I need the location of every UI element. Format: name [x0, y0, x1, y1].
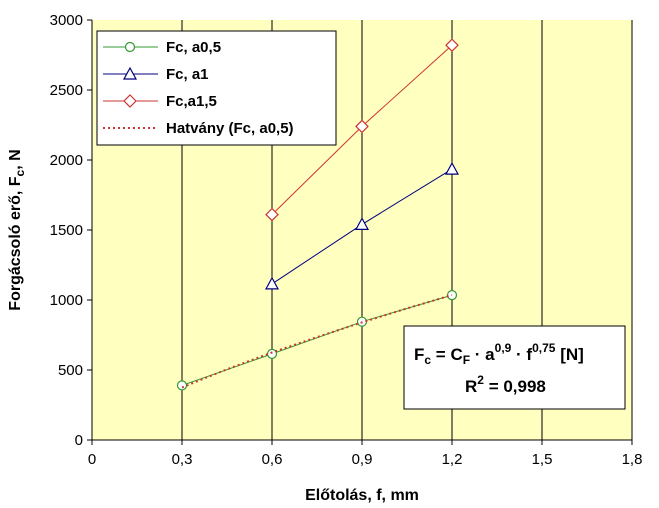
triangle-marker	[444, 161, 460, 175]
legend-box	[96, 30, 337, 146]
legend-label: Fc, a0,5	[166, 39, 221, 56]
y-axis-title: Forgácsoló erő, Fc, N	[7, 149, 27, 310]
x-tick-label: 0,6	[262, 451, 283, 468]
diamond-marker	[355, 119, 369, 134]
equation-box: Fc = CF · a0,9 · f0,75 [N] R2 = 0,998	[403, 325, 626, 410]
y-axis-title-main: Forgácsoló erő, F	[7, 176, 24, 310]
series-1	[264, 161, 460, 290]
legend: Fc, a0,5 Fc, a1 Fc,a1,5 Hatvány (Fc, a0,5)	[96, 30, 337, 146]
triangle-marker	[264, 276, 280, 290]
y-tick-label: 500	[58, 362, 83, 379]
triangle-marker	[354, 217, 370, 230]
y-tick-label: 0	[75, 432, 83, 449]
equation-text: Fc = CF · a0,9 · f0,75 [N]	[414, 341, 584, 367]
y-tick-label: 2500	[50, 82, 83, 99]
diamond-marker	[445, 38, 459, 53]
circle-marker	[124, 41, 136, 53]
legend-entry: Fc,a1,5	[103, 93, 217, 110]
axes: 0 0,3 0,6 0,9 1,2 1,5 1,8 0 500 1000 1500 2000 2500 3…	[50, 12, 643, 468]
legend-entry: Fc, a0,5	[103, 39, 221, 56]
x-tick-label: 0	[88, 451, 96, 468]
series-line	[181, 294, 453, 386]
y-axis-title-sub: c	[13, 169, 27, 176]
legend-label: Hatvány (Fc, a0,5)	[166, 120, 294, 137]
x-tick-label: 1,5	[532, 451, 553, 468]
series-2	[265, 38, 459, 222]
x-tick-label: 0,3	[172, 451, 193, 468]
series-0	[176, 290, 458, 391]
legend-label: Fc,a1,5	[166, 93, 217, 110]
equation-box-frame	[403, 325, 626, 410]
x-tick-label: 1,8	[622, 451, 643, 468]
r-squared-text: R2 = 0,998	[465, 373, 546, 396]
y-tick-label: 3000	[50, 12, 83, 29]
diamond-marker	[265, 207, 279, 222]
x-axis-title: Előtolás, f, mm	[305, 487, 419, 504]
diamond-marker	[123, 94, 137, 108]
y-tick-label: 1000	[50, 292, 83, 309]
x-tick-label: 0,9	[352, 451, 373, 468]
legend-entry: Fc, a1	[103, 66, 209, 83]
legend-entry: Hatvány (Fc, a0,5)	[103, 120, 294, 137]
x-tick-label: 1,2	[442, 451, 463, 468]
legend-label: Fc, a1	[166, 66, 209, 83]
circle-marker	[176, 380, 188, 391]
series-layer	[176, 38, 460, 391]
triangle-marker	[122, 66, 138, 80]
y-axis-title-suffix: , N	[7, 149, 24, 169]
y-tick-label: 1500	[50, 222, 83, 239]
y-tick-label: 2000	[50, 152, 83, 169]
